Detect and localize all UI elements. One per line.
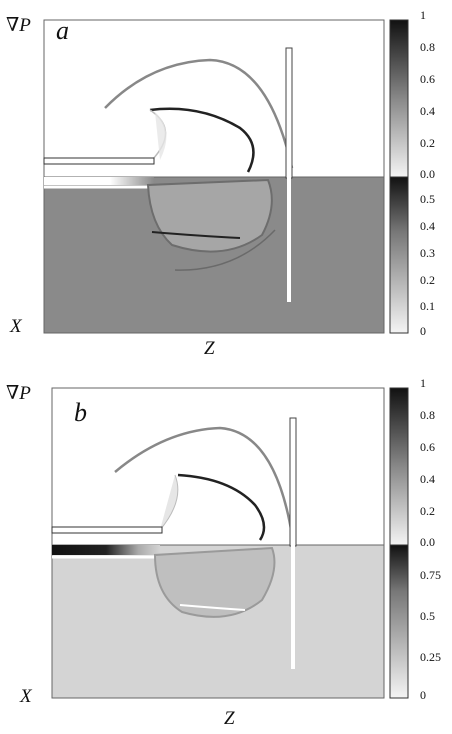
rod-upper-a <box>285 47 293 179</box>
cone-fill-a <box>155 112 167 160</box>
lower-scale-tick: 0.25 <box>420 650 441 664</box>
channel-a <box>43 157 155 165</box>
z-axis-label-b: Z <box>224 708 235 729</box>
upper-scale-tick: 1 <box>420 8 426 22</box>
panel-letter-b: b <box>74 398 87 427</box>
lower-wave-a <box>146 178 273 253</box>
upper-scale-tick: 0.8 <box>420 40 435 54</box>
upper-scale-tick: 1 <box>420 376 426 390</box>
lower-scale-tick: 0.1 <box>420 299 435 313</box>
z-axis-label-a: Z <box>204 338 215 359</box>
lower-scale-tick: 0.5 <box>420 609 435 623</box>
rod-upper-b <box>289 417 297 547</box>
lower-scale-tick: 0 <box>420 324 426 338</box>
inner-front-b <box>177 473 266 541</box>
gradient-p-label-b: ∇P <box>6 383 31 404</box>
upper-field-b <box>51 387 385 546</box>
upper-scale-tick: 0.2 <box>420 504 435 518</box>
upper-scale-b <box>389 387 409 546</box>
upper-scale-tick: 0.8 <box>420 408 435 422</box>
lower-scale-tick: 0.3 <box>420 246 435 260</box>
panel-a: ∇P a X Z 1 0.8 0.6 0.4 0.2 0.0 0.5 0.4 0… <box>6 8 435 359</box>
upper-scale-tick: 0.4 <box>420 472 435 486</box>
lower-arc-a <box>174 229 276 271</box>
upper-scale-tick: 0.0 <box>420 167 435 181</box>
gradient-p-label-a: ∇P <box>6 15 31 36</box>
lower-front-b <box>179 604 246 611</box>
panel-letter-a: a <box>56 16 69 45</box>
inner-front-a <box>149 107 255 173</box>
shock-arc-a <box>104 58 294 169</box>
cone-b <box>159 474 179 531</box>
shock-arc-b <box>114 426 294 536</box>
upper-scale-a <box>389 19 409 178</box>
upper-scale-tick: 0.2 <box>420 136 435 150</box>
upper-scale-tick: 0.6 <box>420 440 435 454</box>
channel-b <box>51 526 163 534</box>
panel-b: ∇P b X Z 1 0.8 0.6 0.4 0.2 0.0 0.75 0.5 … <box>0 370 452 734</box>
lower-scale-tick: 0.5 <box>420 192 435 206</box>
upper-scale-tick: 0.4 <box>420 104 435 118</box>
lower-front-a <box>151 231 241 239</box>
upper-scale-tick: 0.6 <box>420 72 435 86</box>
lower-scale-tick: 0.4 <box>420 219 435 233</box>
upper-scale-tick: 0.0 <box>420 535 435 549</box>
panel-a-graphic <box>43 19 409 334</box>
rod-lower-a <box>287 177 291 302</box>
lower-scale-a <box>389 176 409 334</box>
lower-scale-tick: 0.2 <box>420 273 435 287</box>
panel-b-graphic <box>51 387 409 699</box>
lower-scale-tick: 0.75 <box>420 568 441 582</box>
lower-wave-b <box>153 546 276 618</box>
lower-bar-a <box>44 177 154 185</box>
upper-field-a <box>43 19 385 178</box>
lower-scale-tick: 0 <box>420 688 426 702</box>
lower-bar-b <box>52 545 160 555</box>
x-axis-label-a: X <box>10 316 22 337</box>
x-axis-label-b: X <box>20 686 32 707</box>
rod-lower-b <box>291 545 295 669</box>
lower-scale-b <box>389 544 409 699</box>
